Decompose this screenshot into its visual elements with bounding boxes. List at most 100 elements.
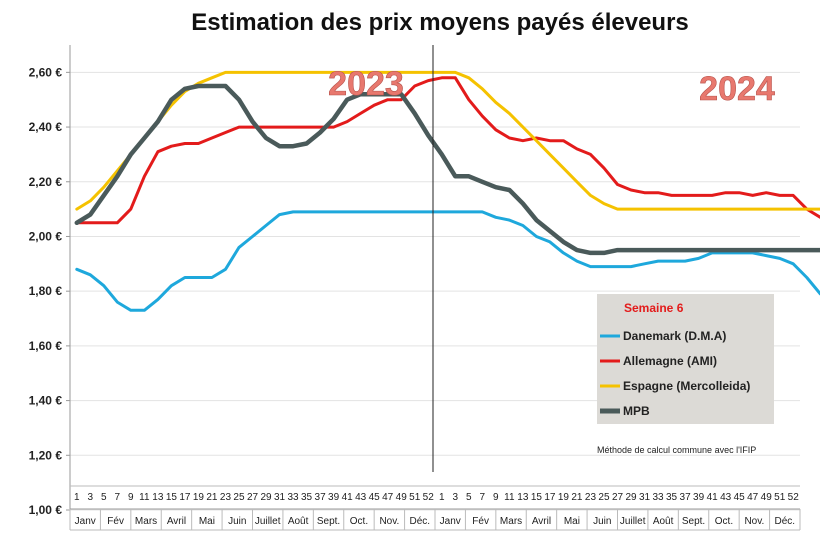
x-week-label: 5 (101, 492, 107, 503)
series-line-1 (75, 76, 820, 225)
x-week-label: 37 (680, 492, 692, 503)
x-week-label: 9 (128, 492, 134, 503)
x-month-label: Juillet (620, 516, 646, 527)
x-week-label: 21 (571, 492, 583, 503)
x-week-label: 39 (693, 492, 705, 503)
x-month-label: Août (653, 516, 674, 527)
x-month-label: Juin (593, 516, 611, 527)
series-lines (74, 70, 820, 312)
x-week-label: 13 (517, 492, 529, 503)
year-label-2023: 2023 (328, 65, 404, 103)
x-week-label: 33 (287, 492, 299, 503)
x-week-label: 11 (504, 492, 515, 503)
x-month-label: Sept. (682, 516, 705, 527)
x-week-label: 29 (260, 492, 272, 503)
x-week-label: 11 (139, 492, 150, 503)
x-month-label: Mai (564, 516, 580, 527)
x-month-label: Mars (135, 516, 157, 527)
y-tick-label: 2,20 € (29, 175, 63, 189)
x-week-label: 52 (788, 492, 800, 503)
y-tick-label: 1,80 € (29, 284, 63, 298)
x-week-label: 33 (652, 492, 664, 503)
x-week-label: 52 (423, 492, 435, 503)
x-week-label: 43 (355, 492, 367, 503)
x-week-label: 7 (480, 492, 486, 503)
year-label-2024: 2024 (699, 70, 775, 108)
chart-title: Estimation des prix moyens payés éleveur… (191, 9, 689, 36)
x-week-label: 15 (166, 492, 178, 503)
x-week-label: 5 (466, 492, 472, 503)
legend-label: Espagne (Mercolleida) (623, 379, 750, 393)
legend-box (597, 294, 774, 424)
x-week-label: 27 (247, 492, 259, 503)
x-month-label: Juillet (255, 516, 281, 527)
x-month-label: Déc. (775, 516, 796, 527)
y-tick-label: 1,20 € (29, 448, 63, 462)
x-week-label: 15 (531, 492, 543, 503)
x-week-label: 9 (493, 492, 499, 503)
x-week-label: 23 (585, 492, 597, 503)
legend-label: Danemark (D.M.A) (623, 329, 726, 343)
x-week-label: 49 (761, 492, 773, 503)
series-line-0 (75, 210, 820, 312)
x-week-label: 45 (734, 492, 746, 503)
x-week-label: 31 (639, 492, 651, 503)
x-month-label: Oct. (350, 516, 368, 527)
x-week-label: 17 (179, 492, 191, 503)
x-week-label: 1 (74, 492, 80, 503)
x-month-label: Janv (440, 516, 461, 527)
x-month-label: Mars (500, 516, 522, 527)
x-month-label: Fév (107, 516, 124, 527)
x-week-label: 29 (625, 492, 637, 503)
x-week-label: 37 (315, 492, 327, 503)
x-month-label: Avril (532, 516, 551, 527)
x-week-label: 47 (747, 492, 759, 503)
x-week-label: 25 (233, 492, 245, 503)
y-tick-label: 2,60 € (29, 65, 63, 79)
x-week-label: 3 (452, 492, 458, 503)
x-week-label: 41 (342, 492, 354, 503)
x-week-label: 47 (382, 492, 394, 503)
x-month-label: Août (288, 516, 309, 527)
x-week-label: 35 (666, 492, 678, 503)
legend-label: Allemagne (AMI) (623, 354, 717, 368)
x-week-label: 51 (774, 492, 786, 503)
x-week-label: 39 (328, 492, 340, 503)
x-month-label: Avril (167, 516, 186, 527)
x-week-label: 19 (558, 492, 570, 503)
x-week-label: 1 (439, 492, 445, 503)
x-week-label: 25 (598, 492, 610, 503)
series-line-2 (75, 70, 820, 211)
x-week-label: 27 (612, 492, 624, 503)
series-line-3 (74, 83, 820, 256)
x-week-label: 43 (720, 492, 732, 503)
x-month-label: Déc. (410, 516, 431, 527)
x-week-label: 31 (274, 492, 286, 503)
x-week-label: 45 (369, 492, 381, 503)
x-month-label: Nov. (744, 516, 764, 527)
legend: Semaine 6 Danemark (D.M.A) Allemagne (AMI… (597, 294, 774, 424)
x-month-label: Fév (472, 516, 489, 527)
x-week-label: 19 (193, 492, 205, 503)
y-tick-label: 2,40 € (29, 120, 63, 134)
x-week-label: 49 (396, 492, 408, 503)
x-axis: 1 3 5 7 9 11 13 15 17 19 21 23 25 27 29 31 33 35 37 39 41 43 4… (69, 485, 801, 531)
legend-label: MPB (623, 404, 650, 418)
x-week-label: 41 (707, 492, 719, 503)
x-week-label: 21 (206, 492, 218, 503)
x-month-label: Sept. (317, 516, 340, 527)
x-week-label: 35 (301, 492, 313, 503)
x-week-label: 51 (409, 492, 421, 503)
y-tick-label: 2,00 € (29, 229, 63, 243)
y-tick-label: 1,40 € (29, 394, 63, 408)
x-week-label: 7 (115, 492, 121, 503)
legend-title: Semaine 6 (624, 301, 684, 315)
x-month-label: Janv (75, 516, 96, 527)
x-week-label: 3 (87, 492, 93, 503)
x-week-label: 13 (152, 492, 164, 503)
x-month-label: Juin (228, 516, 246, 527)
y-axis: 1,00 € 1,20 € 1,40 € 1,60 € 1,80 € 2,00 € 2,20… (29, 45, 71, 517)
x-month-label: Oct. (715, 516, 733, 527)
x-month-label: Nov. (379, 516, 399, 527)
